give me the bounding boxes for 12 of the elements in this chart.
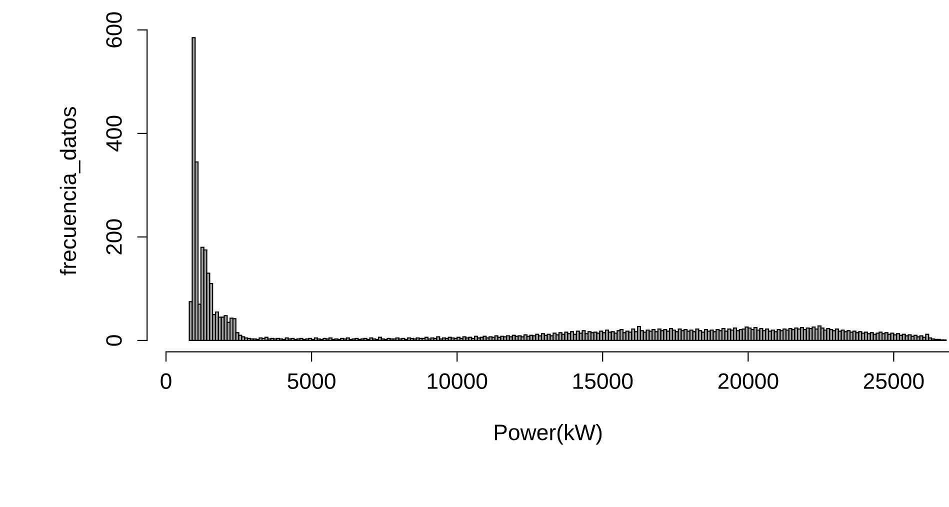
- y-tick-label: 400: [106, 116, 122, 152]
- x-tick-label: 0: [160, 373, 172, 390]
- y-tick-label: 0: [106, 335, 122, 346]
- x-tick-label: 5000: [288, 373, 336, 390]
- x-tick-label: 25000: [864, 373, 924, 390]
- x-axis-title: Power(kW): [494, 424, 602, 445]
- x-tick-label: 10000: [428, 373, 488, 390]
- y-tick-label: 200: [106, 219, 122, 254]
- x-tick-label: 20000: [718, 373, 778, 390]
- y-axis-title: frecuencia_datos: [60, 107, 80, 276]
- y-tick-label: 600: [106, 12, 122, 48]
- x-tick-label: 15000: [573, 373, 633, 390]
